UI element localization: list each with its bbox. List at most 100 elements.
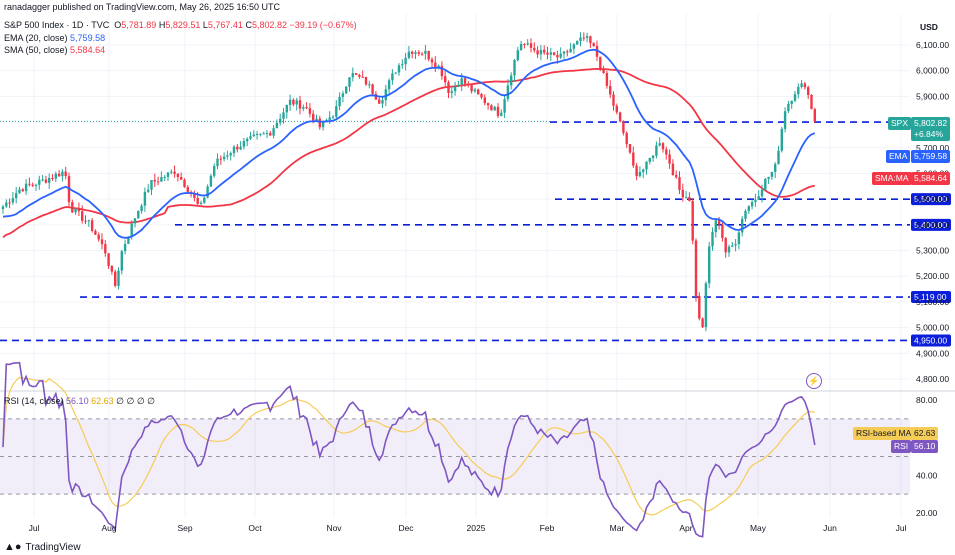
candle-body: [170, 171, 173, 173]
level-tag-bg: [911, 218, 951, 231]
candle-body: [513, 60, 516, 76]
candle-body: [292, 99, 295, 105]
candle-body: [183, 179, 186, 188]
candle-body: [602, 69, 605, 74]
candle-body: [24, 183, 28, 192]
time-tick-label: May: [750, 523, 767, 533]
candle-body: [163, 176, 166, 178]
candle-body: [57, 173, 61, 177]
candle-body: [592, 43, 595, 46]
candle-body: [559, 53, 562, 58]
time-tick-label: Apr: [679, 523, 692, 533]
candle-body: [671, 163, 675, 176]
candle-body: [242, 141, 246, 147]
ema-legend-value: 5,759.58: [70, 33, 106, 43]
candle-body: [371, 84, 374, 94]
candle-body: [447, 82, 450, 93]
candle-body: [681, 189, 684, 198]
price-tick-label: 4,800.00: [916, 374, 949, 384]
rsi-panel: [0, 361, 910, 538]
candle-body: [658, 143, 661, 146]
high-label: H: [158, 20, 166, 30]
candle-body: [269, 132, 272, 136]
candle-body: [160, 177, 163, 182]
candle-body: [503, 99, 506, 113]
level-tag-bg: [911, 334, 951, 347]
rsi-ma-path: [2, 376, 815, 516]
legend-sma[interactable]: SMA (50, close) 5,584.64: [4, 45, 105, 55]
legend-rsi[interactable]: RSI (14, close) 56.10 62.63 ∅ ∅ ∅ ∅: [4, 396, 155, 407]
candle-body: [714, 220, 717, 233]
level-tag-label: 5,119.00: [914, 292, 947, 302]
candle-body: [648, 158, 651, 162]
ema-line: [2, 48, 816, 239]
candle-body: [15, 193, 18, 199]
candle-body: [430, 59, 434, 63]
candle-body: [589, 36, 592, 44]
candle-body: [74, 208, 77, 213]
candle-body: [437, 65, 440, 68]
candle-body: [64, 171, 67, 177]
candle-body: [803, 83, 807, 88]
support-resistance-levels: 5,500.00 5,400.00 5,119.00 4,950.00: [0, 120, 951, 347]
candle-body: [457, 84, 460, 87]
candle-body: [701, 318, 704, 328]
candle-body: [533, 47, 536, 51]
candle-body: [285, 105, 288, 113]
candle-body: [239, 146, 242, 150]
candle-body: [265, 132, 269, 134]
change-value: −39.19 (−0.67%): [289, 20, 357, 30]
candle-body: [11, 198, 15, 203]
legend-ema[interactable]: EMA (20, close) 5,759.58: [4, 33, 105, 43]
flash-icon[interactable]: ⚡: [806, 373, 822, 389]
ema-value-tag: 5,759.58: [911, 150, 951, 163]
candle-body: [156, 181, 160, 183]
candle-body: [288, 99, 292, 106]
candle-body: [255, 133, 259, 135]
candle-body: [348, 77, 351, 87]
candle-body: [453, 86, 457, 92]
sma-legend-value: 5,584.64: [70, 45, 106, 55]
candle-body: [140, 205, 143, 211]
candle-body: [90, 220, 94, 231]
candle-body: [440, 65, 444, 77]
candle-body: [675, 175, 678, 178]
candle-body: [298, 100, 302, 109]
tradingview-watermark: ▲● TradingView: [4, 541, 81, 553]
candle-body: [727, 246, 731, 253]
price-tick-label: 5,400.00: [916, 220, 949, 230]
candle-body: [61, 171, 64, 177]
candle-body: [384, 89, 387, 101]
candle-body: [351, 73, 354, 78]
candle-body: [153, 180, 156, 182]
candle-body: [787, 103, 790, 112]
candle-body: [599, 56, 602, 70]
candle-body: [391, 73, 394, 81]
candle-body: [632, 152, 635, 166]
candle-body: [450, 91, 453, 93]
candle-body: [378, 99, 381, 104]
candle-body: [107, 253, 110, 267]
candle-body: [539, 49, 543, 55]
price-tick-label: 5,900.00: [916, 91, 949, 101]
candle-body: [368, 84, 371, 86]
candle-body: [612, 94, 615, 106]
candle-body: [609, 85, 612, 95]
candle-body: [176, 173, 180, 177]
candle-body: [777, 150, 780, 165]
candle-body: [341, 93, 345, 97]
candle-body: [345, 86, 348, 94]
candle-body: [196, 197, 199, 205]
rsi-legend-label: RSI (14, close): [4, 396, 64, 406]
candle-body: [783, 111, 787, 129]
candle-body: [203, 197, 206, 203]
candle-body: [477, 89, 480, 95]
candle-body: [741, 218, 744, 233]
candle-body: [490, 105, 493, 111]
candle-body: [213, 166, 216, 176]
candle-body: [717, 220, 721, 225]
candle-body: [186, 187, 189, 192]
candle-body: [750, 202, 754, 207]
candle-body: [655, 145, 658, 156]
